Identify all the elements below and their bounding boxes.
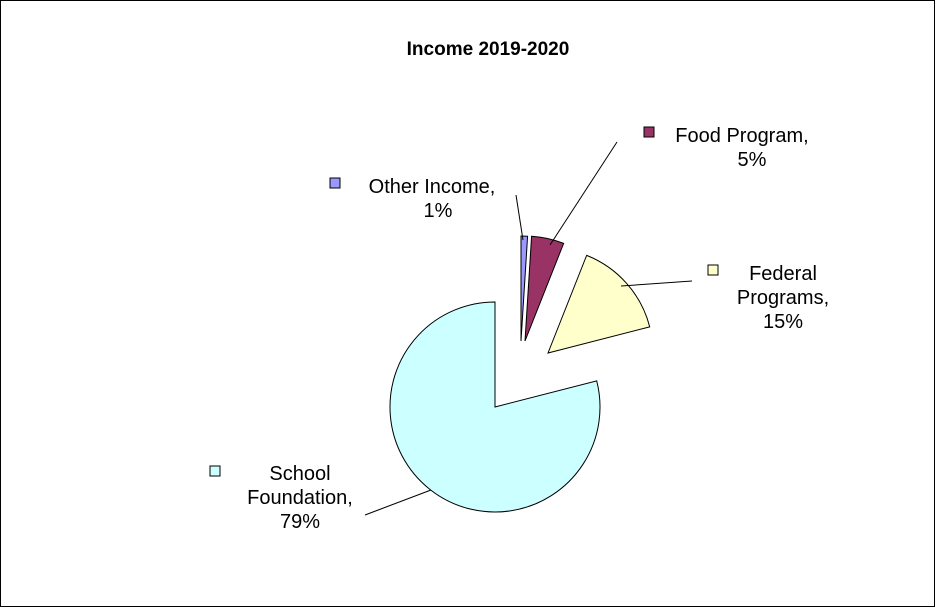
- data-label-federal-programs: Federal Programs, 15%: [737, 263, 829, 333]
- leader-line-food-program: [549, 141, 618, 246]
- data-label-school-foundation: School Foundation, 79%: [247, 463, 353, 533]
- leader-line-school-foundation: [364, 489, 432, 516]
- leader-line-federal-programs: [620, 280, 693, 287]
- label-key-food-program: [643, 126, 655, 138]
- data-label-food-program: Food Program, 5%: [675, 125, 808, 171]
- pie-slice-food-program: [524, 235, 565, 342]
- leader-line-other-income: [515, 194, 524, 241]
- label-key-other-income: [329, 177, 341, 189]
- data-label-other-income: Other Income, 1%: [369, 176, 496, 222]
- label-key-school-foundation: [209, 465, 221, 477]
- label-key-federal-programs: [707, 264, 719, 276]
- chart-title: Income 2019-2020: [407, 39, 570, 60]
- pie-slice-federal-programs: [547, 254, 651, 354]
- pie-slice-other-income: [520, 235, 529, 342]
